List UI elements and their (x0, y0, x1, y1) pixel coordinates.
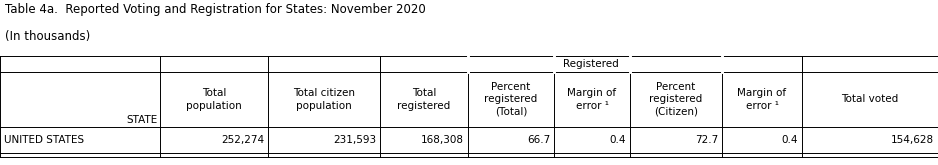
Text: (In thousands): (In thousands) (5, 30, 90, 43)
Text: 72.7: 72.7 (695, 135, 719, 145)
Text: Registered: Registered (563, 59, 619, 69)
Text: 0.4: 0.4 (610, 135, 627, 145)
Text: Table 4a.  Reported Voting and Registration for States: November 2020: Table 4a. Reported Voting and Registrati… (5, 3, 426, 16)
Text: Margin of
error ¹: Margin of error ¹ (737, 88, 787, 111)
Text: 231,593: 231,593 (333, 135, 376, 145)
Text: 154,628: 154,628 (891, 135, 934, 145)
Text: Total citizen
population: Total citizen population (293, 88, 355, 111)
Text: Percent
registered
(Total): Percent registered (Total) (484, 82, 537, 117)
Text: 0.4: 0.4 (781, 135, 798, 145)
Text: 168,308: 168,308 (421, 135, 464, 145)
Text: UNITED STATES: UNITED STATES (4, 135, 83, 145)
Text: Percent
registered
(Citizen): Percent registered (Citizen) (649, 82, 703, 117)
Text: 252,274: 252,274 (221, 135, 265, 145)
Text: STATE: STATE (126, 115, 158, 125)
Text: 66.7: 66.7 (527, 135, 551, 145)
Text: Total
population: Total population (186, 88, 242, 111)
Text: Margin of
error ¹: Margin of error ¹ (567, 88, 616, 111)
Text: Total voted: Total voted (841, 94, 899, 104)
Text: Total
registered: Total registered (398, 88, 450, 111)
